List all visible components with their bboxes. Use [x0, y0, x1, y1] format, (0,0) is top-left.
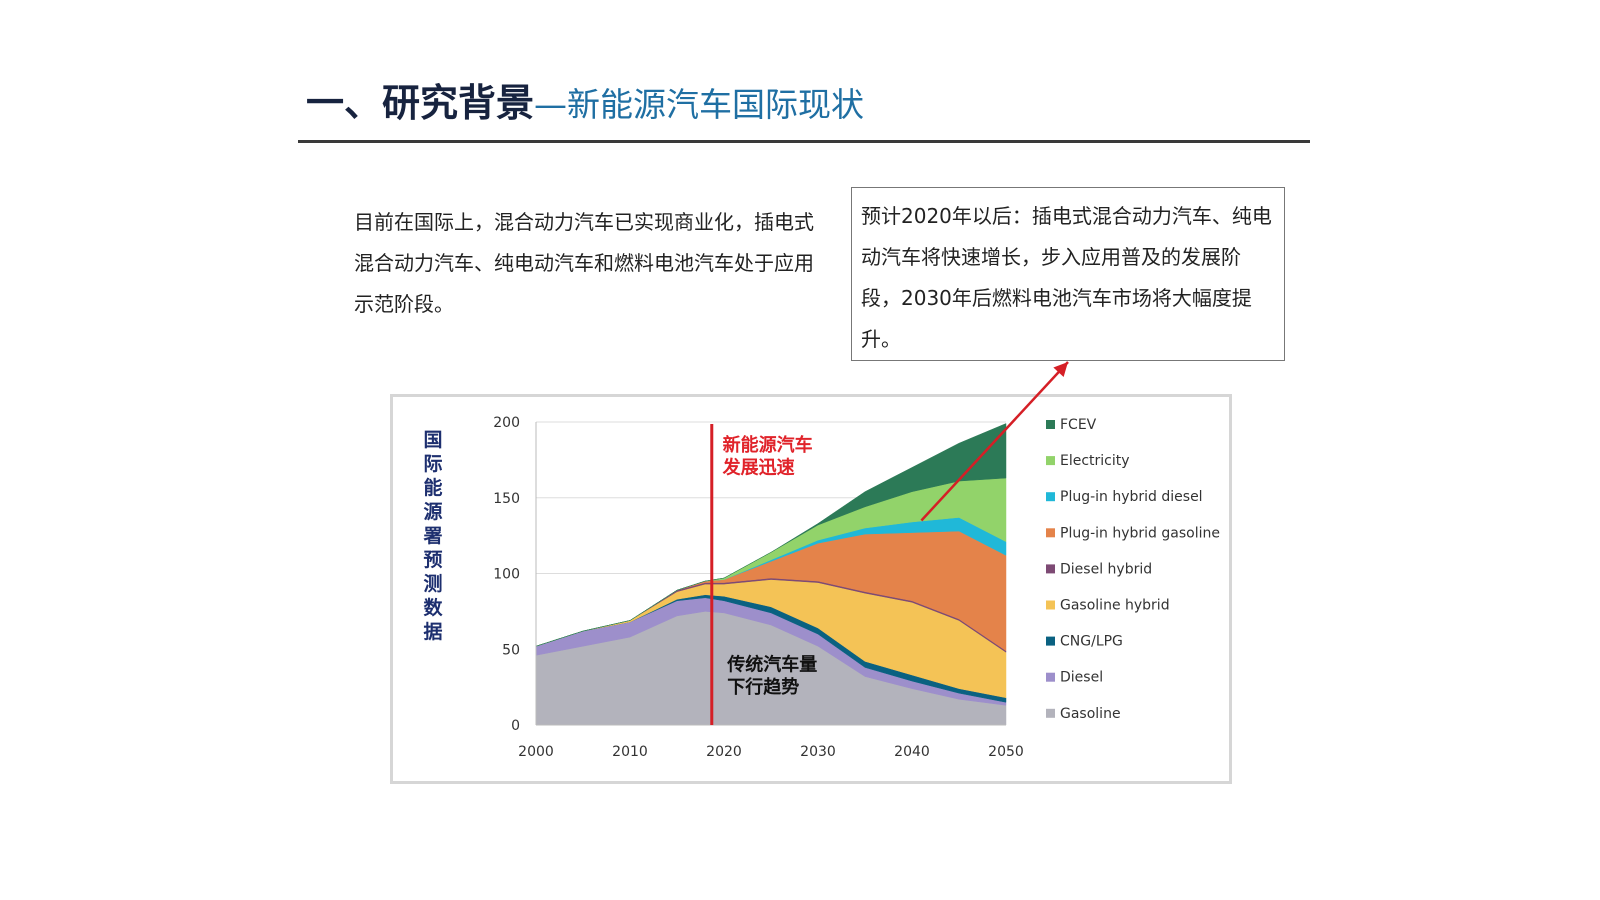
x-tick-label-2010: 2010 — [612, 744, 648, 760]
page-title: 一、研究背景—新能源汽车国际现状 — [306, 78, 864, 130]
x-tick-label-2000: 2000 — [518, 744, 554, 760]
legend-swatch-fcev — [1046, 420, 1055, 429]
annotation-0: 新能源汽车 — [723, 434, 813, 456]
page-title-main: 一、研究背景 — [306, 81, 535, 125]
legend-label-cng-lpg: CNG/LPG — [1060, 634, 1123, 650]
title-divider — [298, 140, 1310, 143]
legend-label-diesel-hybrid: Diesel hybrid — [1060, 561, 1152, 577]
legend-label-plug-in-hybrid-gasoline: Plug-in hybrid gasoline — [1060, 525, 1220, 541]
legend-label-gasoline-hybrid: Gasoline hybrid — [1060, 598, 1170, 614]
y-tick-label-150: 150 — [493, 491, 520, 507]
legend-swatch-diesel-hybrid — [1046, 564, 1055, 574]
legend-swatch-electricity — [1046, 456, 1055, 466]
y-tick-label-0: 0 — [511, 718, 520, 734]
legend-label-diesel: Diesel — [1060, 670, 1103, 686]
legend-swatch-diesel — [1046, 672, 1055, 682]
x-tick-label-2020: 2020 — [706, 744, 742, 760]
chart-vertical-label: 国际能源署预测数据 — [423, 429, 443, 643]
y-tick-label-50: 50 — [502, 642, 520, 658]
y-tick-label-100: 100 — [493, 567, 520, 583]
legend-swatch-gasoline — [1046, 708, 1055, 718]
intro-paragraph: 目前在国际上，混合动力汽车已实现商业化，插电式混合动力汽车、纯电动汽车和燃料电池… — [354, 210, 814, 316]
legend-label-electricity: Electricity — [1060, 453, 1130, 469]
annotation-1: 发展迅速 — [722, 457, 795, 479]
legend-swatch-cng-lpg — [1046, 636, 1055, 646]
annotation-2: 传统汽车量 — [726, 653, 817, 675]
legend-swatch-plug-in-hybrid-gasoline — [1046, 528, 1055, 538]
callout-arrow-head — [1053, 362, 1068, 378]
annotation-3: 下行趋势 — [727, 676, 799, 698]
x-tick-label-2050: 2050 — [988, 744, 1024, 760]
area-fcev — [535, 423, 1007, 647]
legend-swatch-plug-in-hybrid-diesel — [1046, 492, 1055, 502]
legend-label-gasoline: Gasoline — [1060, 706, 1121, 722]
callout-arrow-line — [920, 361, 1069, 522]
y-tick-label-200: 200 — [493, 415, 520, 431]
x-tick-label-2040: 2040 — [894, 744, 930, 760]
page-title-sub: —新能源汽车国际现状 — [534, 85, 865, 124]
legend-swatch-gasoline-hybrid — [1046, 600, 1055, 610]
legend-label-fcev: FCEV — [1060, 417, 1097, 433]
legend-label-plug-in-hybrid-diesel: Plug-in hybrid diesel — [1060, 489, 1203, 505]
x-tick-label-2030: 2030 — [800, 744, 836, 760]
forecast-note-box: 预计2020年以后：插电式混合动力汽车、纯电动汽车将快速增长，步入应用普及的发展… — [851, 187, 1285, 361]
